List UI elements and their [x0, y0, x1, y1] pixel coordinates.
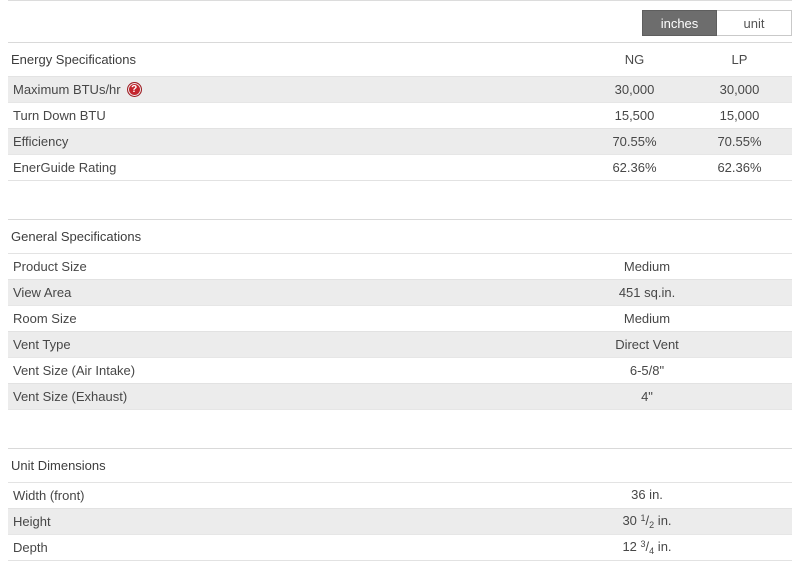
row-label-text: Product Size — [13, 259, 87, 274]
row-label-text: Maximum BTUs/hr — [13, 82, 121, 97]
unit-toggle-group: inches unit — [642, 10, 792, 36]
row-label-text: Vent Size (Air Intake) — [13, 363, 136, 378]
general-section-header: General Specifications — [8, 220, 792, 254]
fraction-numerator: 1 — [640, 513, 646, 523]
fraction-numerator: 3 — [640, 539, 646, 549]
unit-toggle-bar: inches unit — [8, 0, 792, 42]
value-unit: in. — [654, 513, 672, 528]
row-label: Efficiency — [8, 134, 582, 149]
section-title: General Specifications — [11, 229, 142, 244]
ng-value: 15,500 — [614, 108, 655, 123]
row-label-text: EnerGuide Rating — [13, 160, 117, 175]
spec-value: 4" — [641, 389, 653, 404]
table-row: Vent Size (Air Intake) 6-5/8" — [8, 358, 792, 384]
table-row: View Area 451 sq.in. — [8, 280, 792, 306]
value-whole: 36 — [631, 487, 646, 502]
lp-value: 70.55% — [717, 134, 762, 149]
spec-page: inches unit Energy Specifications NG LP … — [8, 0, 792, 561]
unit-dimensions-section: Unit Dimensions Width (front) 36 in. Hei… — [8, 448, 792, 561]
unit-dimensions-section-header: Unit Dimensions — [8, 449, 792, 483]
row-label-text: Room Size — [13, 311, 77, 326]
toggle-unit-button[interactable]: unit — [717, 10, 792, 36]
lp-value: 15,000 — [719, 108, 760, 123]
row-label: Product Size — [8, 259, 542, 274]
value-unit: in. — [654, 539, 672, 554]
table-row: Turn Down BTU 15,500 15,000 — [8, 103, 792, 129]
spec-value: Medium — [623, 259, 671, 274]
dimension-value: 30 1/2 in. — [542, 513, 752, 530]
table-row: Efficiency 70.55% 70.55% — [8, 129, 792, 155]
table-row: Vent Size (Exhaust) 4" — [8, 384, 792, 410]
lp-value: 30,000 — [719, 82, 760, 97]
row-label: Depth — [8, 540, 542, 555]
spec-value: Medium — [623, 311, 671, 326]
table-row: Height 30 1/2 in. — [8, 509, 792, 535]
table-row: EnerGuide Rating 62.36% 62.36% — [8, 155, 792, 181]
spec-value: 6-5/8" — [629, 363, 665, 378]
row-label: Vent Type — [8, 337, 542, 352]
table-row: Room Size Medium — [8, 306, 792, 332]
row-label: Width (front) — [8, 488, 542, 503]
row-label: Height — [8, 514, 542, 529]
table-row: Maximum BTUs/hr ? 30,000 30,000 — [8, 77, 792, 103]
general-specifications-section: General Specifications Product Size Medi… — [8, 219, 792, 410]
dimension-value: 36 in. — [542, 487, 752, 504]
column-header-ng: NG — [624, 52, 645, 67]
row-label: EnerGuide Rating — [8, 160, 582, 175]
spec-value: Direct Vent — [615, 337, 679, 352]
energy-section-header: Energy Specifications NG LP — [8, 43, 792, 77]
table-row: Vent Type Direct Vent — [8, 332, 792, 358]
row-label-text: Turn Down BTU — [13, 108, 106, 123]
row-label-text: Vent Size (Exhaust) — [13, 389, 128, 404]
ng-value: 62.36% — [612, 160, 657, 175]
dimension-value: 12 3/4 in. — [542, 539, 752, 556]
row-label-text: View Area — [13, 285, 72, 300]
table-row: Product Size Medium — [8, 254, 792, 280]
help-icon[interactable]: ? — [126, 82, 142, 97]
row-label: Turn Down BTU — [8, 108, 582, 123]
column-header-lp: LP — [731, 52, 748, 67]
section-title: Unit Dimensions — [11, 458, 106, 473]
fraction-denominator: 2 — [649, 520, 655, 530]
row-label: View Area — [8, 285, 542, 300]
fraction-slash: / — [645, 513, 650, 528]
value-whole: 12 — [622, 539, 641, 554]
toggle-inches-button[interactable]: inches — [642, 10, 717, 36]
table-row: Depth 12 3/4 in. — [8, 535, 792, 561]
row-label: Vent Size (Air Intake) — [8, 363, 542, 378]
row-label: Maximum BTUs/hr ? — [8, 82, 582, 97]
fraction-slash: / — [645, 539, 650, 554]
row-label-text: Efficiency — [13, 134, 69, 149]
fraction-denominator: 4 — [649, 546, 655, 556]
spec-value: 451 sq.in. — [618, 285, 676, 300]
section-title: Energy Specifications — [11, 52, 137, 67]
ng-value: 70.55% — [612, 134, 657, 149]
ng-value: 30,000 — [614, 82, 655, 97]
row-label-text: Depth — [13, 540, 48, 555]
energy-specifications-section: Energy Specifications NG LP Maximum BTUs… — [8, 42, 792, 181]
row-label-text: Vent Type — [13, 337, 71, 352]
row-label-text: Width (front) — [13, 488, 85, 503]
row-label: Room Size — [8, 311, 542, 326]
lp-value: 62.36% — [717, 160, 762, 175]
value-whole: 30 — [622, 513, 641, 528]
row-label: Vent Size (Exhaust) — [8, 389, 542, 404]
row-label-text: Height — [13, 514, 51, 529]
value-unit: in. — [645, 487, 663, 502]
table-row: Width (front) 36 in. — [8, 483, 792, 509]
